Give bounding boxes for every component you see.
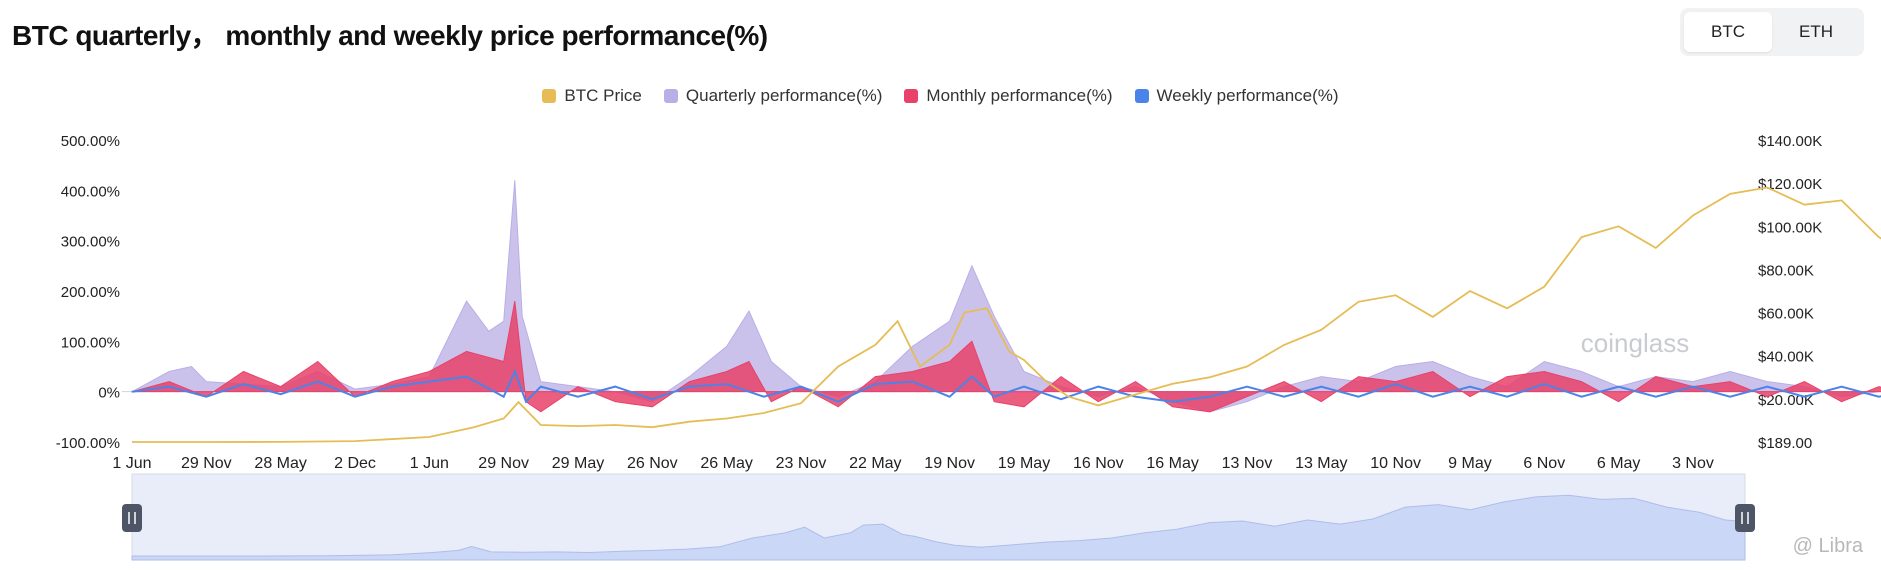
x-tick-label: 29 May bbox=[552, 455, 604, 472]
y-left-tick-label: 500.00% bbox=[61, 133, 120, 150]
x-tick-label: 29 Nov bbox=[478, 455, 529, 472]
legend-item-weekly[interactable]: Weekly performance(%) bbox=[1134, 86, 1339, 106]
legend-swatch bbox=[904, 89, 919, 103]
series-weekly-line bbox=[131, 368, 1881, 404]
x-tick-label: 26 May bbox=[700, 455, 752, 472]
legend-item-btc-price[interactable]: BTC Price bbox=[542, 86, 642, 106]
legend-swatch bbox=[542, 89, 557, 103]
x-tick-label: 9 May bbox=[1448, 455, 1492, 472]
eth-option[interactable]: ETH bbox=[1799, 22, 1833, 41]
x-tick-label: 19 May bbox=[998, 455, 1050, 472]
legend-label: Monthly performance(%) bbox=[926, 86, 1113, 105]
y-left-tick-label: 200.00% bbox=[61, 284, 120, 301]
y-left-tick-label: 300.00% bbox=[61, 234, 120, 251]
y-left-tick-label: 100.00% bbox=[61, 334, 120, 351]
y-right-tick-label: $40.00K bbox=[1758, 349, 1814, 366]
legend-item-quarterly[interactable]: Quarterly performance(%) bbox=[663, 86, 883, 106]
page-title: BTC quarterly， monthly and weekly price … bbox=[12, 20, 768, 51]
y-left-tick-label: -100.00% bbox=[56, 435, 120, 452]
legend-label: Quarterly performance(%) bbox=[685, 86, 883, 105]
x-tick-label: 23 Nov bbox=[776, 455, 827, 472]
navigator-left-handle[interactable] bbox=[122, 504, 142, 532]
x-tick-label: 6 Nov bbox=[1523, 455, 1565, 472]
btc-option[interactable]: BTC bbox=[1684, 12, 1772, 52]
navigator-right-handle[interactable] bbox=[1735, 504, 1755, 532]
performance-chart: 500.00% 400.00% 300.00% 200.00% 100.00% 0% -10… bbox=[56, 133, 1881, 561]
y-right-tick-label: $120.00K bbox=[1758, 176, 1822, 193]
coinglass-watermark: coinglass bbox=[1581, 328, 1689, 358]
series-quarterly-area bbox=[131, 180, 1881, 413]
x-tick-label: 6 May bbox=[1597, 455, 1641, 472]
y-left-tick-label: 0% bbox=[98, 385, 120, 402]
navigator-price-area bbox=[131, 494, 1746, 561]
chart-legend: BTC Price Quarterly performance(%) Month… bbox=[0, 86, 1881, 106]
x-tick-label: 1 Jun bbox=[112, 455, 151, 472]
x-tick-label: 22 May bbox=[849, 455, 901, 472]
x-tick-label: 13 Nov bbox=[1222, 455, 1273, 472]
x-tick-label: 26 Nov bbox=[627, 455, 678, 472]
y-right-tick-label: $189.00 bbox=[1758, 435, 1812, 452]
x-tick-label: 16 May bbox=[1146, 455, 1198, 472]
x-tick-label: 16 Nov bbox=[1073, 455, 1124, 472]
x-tick-label: 13 May bbox=[1295, 455, 1347, 472]
x-tick-label: 29 Nov bbox=[181, 455, 232, 472]
legend-item-monthly[interactable]: Monthly performance(%) bbox=[904, 86, 1113, 106]
series-monthly-area bbox=[131, 301, 1881, 413]
x-tick-label: 2 Dec bbox=[334, 455, 376, 472]
x-tick-label: 3 Nov bbox=[1672, 455, 1714, 472]
asset-switch: BTC ETH bbox=[1680, 8, 1864, 56]
x-tick-label: 19 Nov bbox=[924, 455, 975, 472]
x-tick-label: 10 Nov bbox=[1370, 455, 1421, 472]
y-right-tick-label: $100.00K bbox=[1758, 219, 1822, 236]
y-right-tick-label: $80.00K bbox=[1758, 262, 1814, 279]
legend-label: BTC Price bbox=[564, 86, 642, 105]
y-right-tick-label: $140.00K bbox=[1758, 133, 1822, 150]
x-tick-label: 1 Jun bbox=[410, 455, 449, 472]
legend-label: Weekly performance(%) bbox=[1156, 86, 1339, 105]
x-tick-label: 28 May bbox=[254, 455, 306, 472]
libra-watermark: @ Libra bbox=[1792, 535, 1863, 557]
legend-swatch bbox=[663, 89, 678, 103]
y-left-tick-label: 400.00% bbox=[61, 183, 120, 200]
y-right-tick-label: $60.00K bbox=[1758, 306, 1814, 323]
series-btc-price-line bbox=[132, 186, 1881, 443]
legend-swatch bbox=[1134, 89, 1149, 103]
